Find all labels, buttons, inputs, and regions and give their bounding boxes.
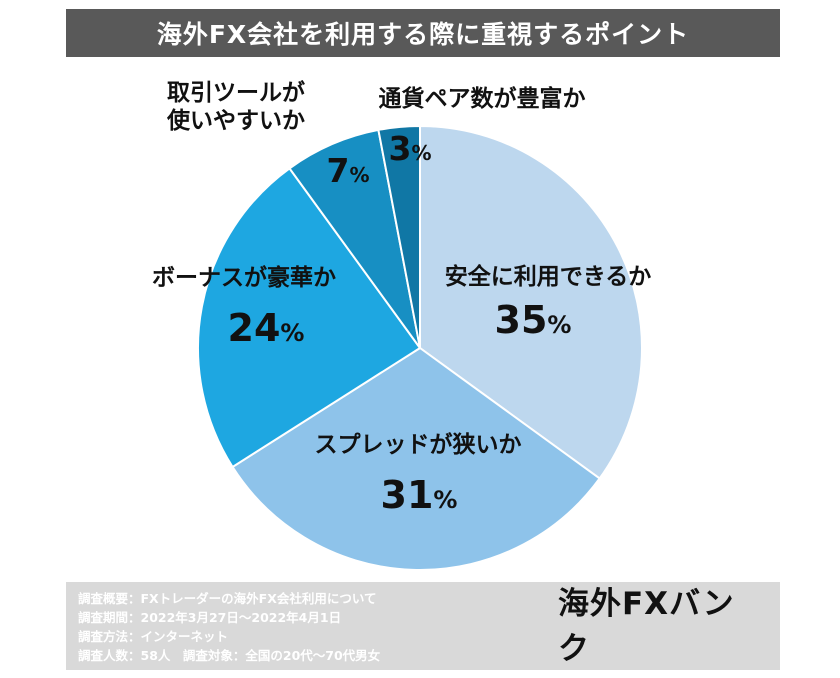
pie-slice-5: [377, 124, 421, 349]
pie-slice-1: [419, 124, 643, 480]
slice-label-5: 通貨ペア数が豊富か: [379, 85, 586, 112]
slice-value-3: 24%: [228, 306, 305, 350]
survey-footer: 調査概要：FXトレーダーの海外FX会社利用について 調査期間：2022年3月27…: [66, 582, 780, 670]
slice-value-2: 31%: [381, 473, 458, 517]
pie-chart: 安全に利用できるか 35% スプレッドが狭いか 31% ボーナスが豪華か 24% 取引ツール…: [152, 79, 652, 571]
slice-label-3: ボーナスが豪華か: [152, 264, 336, 291]
slice-value-1: 35%: [495, 298, 572, 342]
pie-slice-3: [197, 167, 422, 469]
slice-label-4-line-1: 取引ツールが: [167, 79, 305, 106]
brand-logo: 海外FXバンク: [558, 586, 735, 667]
slice-label-1: 安全に利用できるか: [445, 263, 652, 290]
survey-respondents: 調査人数：58人 調査対象：全国の20代〜70代男女: [78, 648, 381, 663]
survey-method: 調査方法：インターネット: [78, 629, 229, 644]
slice-value-5: 3%: [388, 129, 431, 168]
survey-period: 調査期間：2022年3月27日〜2022年4月1日: [78, 610, 342, 625]
slice-value-4: 7%: [326, 151, 369, 190]
chart-title: 海外FX会社を利用する際に重視するポイント: [156, 20, 690, 49]
slice-label-4-line-2: 使いやすいか: [166, 108, 305, 134]
pie-slice-2: [231, 346, 601, 571]
title-bar: 海外FX会社を利用する際に重視するポイント: [66, 9, 780, 57]
survey-summary: 調査概要：FXトレーダーの海外FX会社利用について: [78, 591, 377, 606]
slice-label-2: スプレッドが狭いか: [315, 431, 522, 458]
